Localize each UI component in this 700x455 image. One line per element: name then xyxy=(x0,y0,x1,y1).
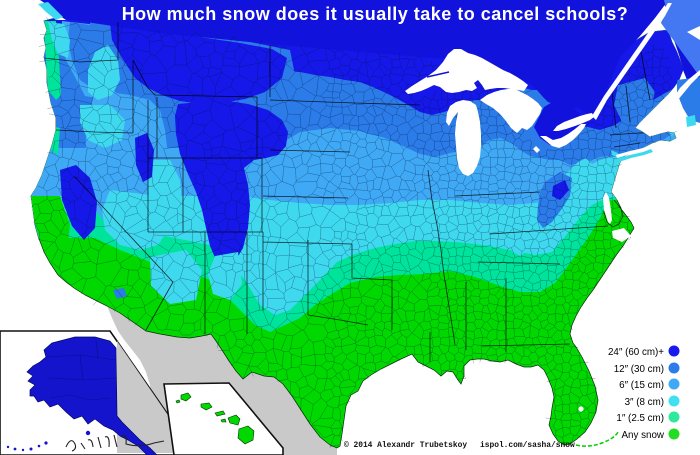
svg-text:1″ (2.5 cm): 1″ (2.5 cm) xyxy=(616,413,664,424)
svg-text:3″ (8 cm): 3″ (8 cm) xyxy=(625,397,664,408)
svg-text:Any snow: Any snow xyxy=(622,430,665,441)
svg-text:12″ (30 cm): 12″ (30 cm) xyxy=(614,364,664,375)
svg-text:6″ (15 cm): 6″ (15 cm) xyxy=(619,380,664,391)
svg-text:24″ (60 cm)+: 24″ (60 cm)+ xyxy=(608,347,664,358)
svg-text:How much snow does it usually: How much snow does it usually take to ca… xyxy=(122,4,629,24)
svg-text:© 2014 Alexandr Trubetskoy: © 2014 Alexandr Trubetskoy xyxy=(344,441,467,450)
svg-text:ispol.com/sasha/snow: ispol.com/sasha/snow xyxy=(480,441,575,450)
